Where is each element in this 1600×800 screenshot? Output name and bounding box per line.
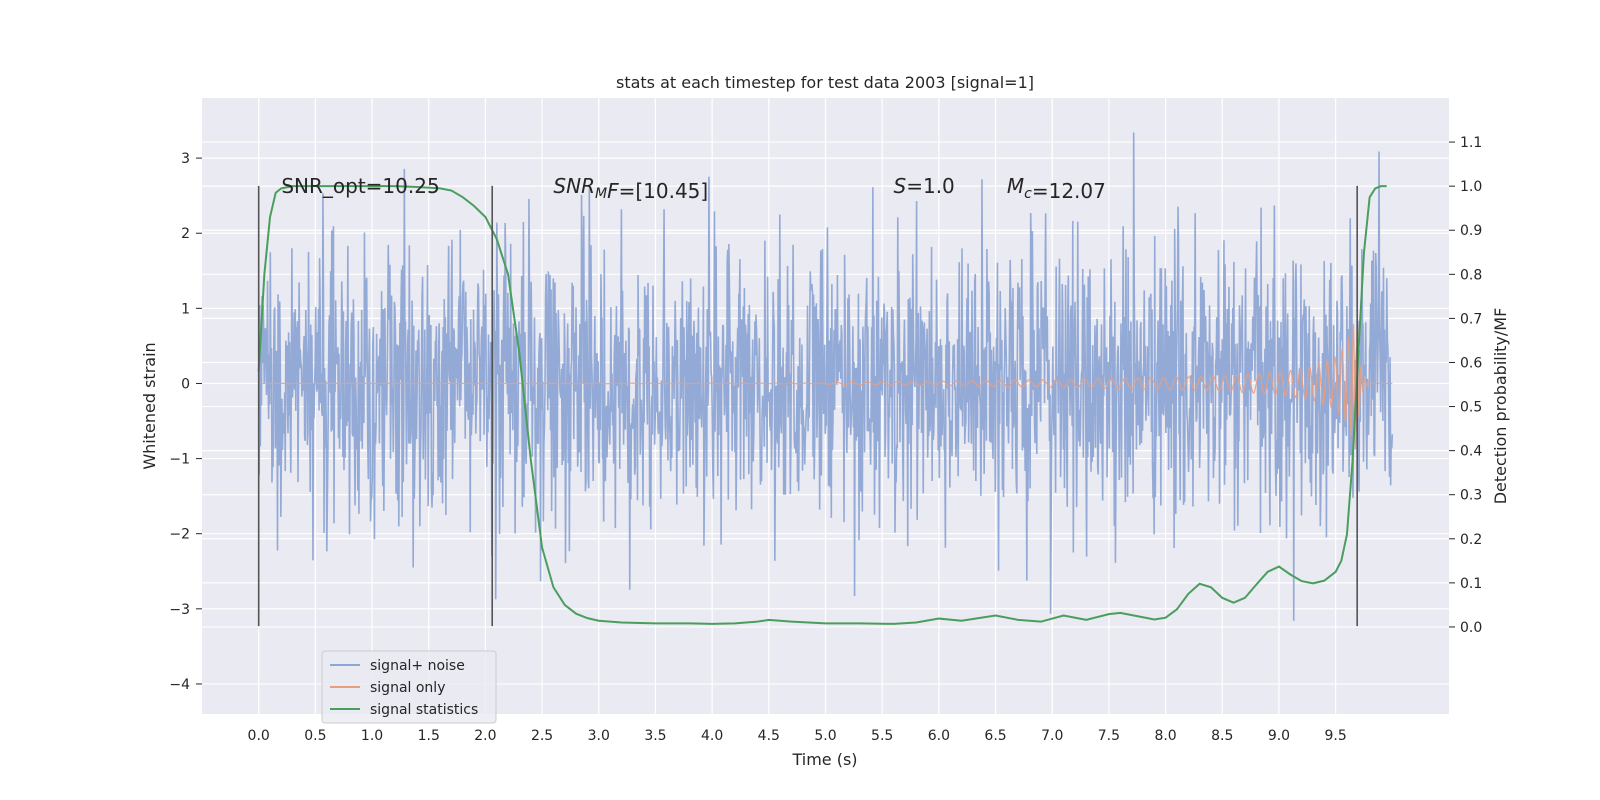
y-left-tick-label: −2 <box>169 527 190 543</box>
x-tick-label: 3.0 <box>588 728 610 744</box>
y-right-tick-label: 0.9 <box>1460 223 1482 239</box>
legend-label: signal statistics <box>370 702 478 718</box>
x-tick-label: 2.0 <box>474 728 496 744</box>
x-tick-label: 5.5 <box>871 728 893 744</box>
x-tick-label: 1.0 <box>361 728 383 744</box>
y-left-tick-label: −3 <box>169 602 190 618</box>
x-tick-label: 7.0 <box>1041 728 1063 744</box>
x-tick-label: 7.5 <box>1098 728 1120 744</box>
x-tick-label: 1.5 <box>418 728 440 744</box>
x-tick-label: 6.5 <box>984 728 1006 744</box>
x-tick-label: 3.5 <box>644 728 666 744</box>
x-tick-label: 9.0 <box>1268 728 1290 744</box>
y-axis-left-label: Whitened strain <box>140 342 159 469</box>
chart-title: stats at each timestep for test data 200… <box>616 73 1034 92</box>
x-tick-label: 9.5 <box>1325 728 1347 744</box>
x-tick-label: 6.0 <box>928 728 950 744</box>
y-left-tick-label: −1 <box>169 452 190 468</box>
y-right-tick-label: 1.0 <box>1460 179 1482 195</box>
y-left-tick-label: −4 <box>169 677 190 693</box>
legend: signal+ noise signal only signal statistic… <box>322 651 496 723</box>
x-tick-label: 8.0 <box>1154 728 1176 744</box>
legend-label: signal only <box>370 680 445 696</box>
y-right-tick-label: 0.8 <box>1460 267 1482 283</box>
legend-label: signal+ noise <box>370 658 465 674</box>
x-axis-label: Time (s) <box>791 750 857 769</box>
y-right-tick-label: 0.1 <box>1460 576 1482 592</box>
y-right-tick-label: 0.7 <box>1460 311 1482 327</box>
x-tick-label: 5.0 <box>814 728 836 744</box>
x-tick-label: 0.5 <box>304 728 326 744</box>
x-tick-label: 4.5 <box>758 728 780 744</box>
x-tick-label: 2.5 <box>531 728 553 744</box>
x-tick-label: 4.0 <box>701 728 723 744</box>
y-right-tick-label: 0.3 <box>1460 488 1482 504</box>
y-axis-right-label: Detection probability/MF <box>1491 308 1510 505</box>
annotation-text: SNR_opt=10.25 <box>281 174 439 198</box>
y-right-tick-label: 1.1 <box>1460 135 1482 151</box>
y-right-tick-label: 0.4 <box>1460 444 1482 460</box>
y-left-tick-label: 0 <box>181 376 190 392</box>
annotation-text: S=1.0 <box>894 174 955 198</box>
y-right-tick-label: 0.0 <box>1460 620 1482 636</box>
y-right-tick-label: 0.6 <box>1460 355 1482 371</box>
y-left-tick-label: 1 <box>181 301 190 317</box>
x-tick-label: 8.5 <box>1211 728 1233 744</box>
x-tick-label: 0.0 <box>248 728 270 744</box>
y-right-tick-label: 0.2 <box>1460 532 1482 548</box>
y-left-tick-label: 2 <box>181 226 190 242</box>
y-left-tick-label: 3 <box>181 151 190 167</box>
y-right-tick-label: 0.5 <box>1460 400 1482 416</box>
